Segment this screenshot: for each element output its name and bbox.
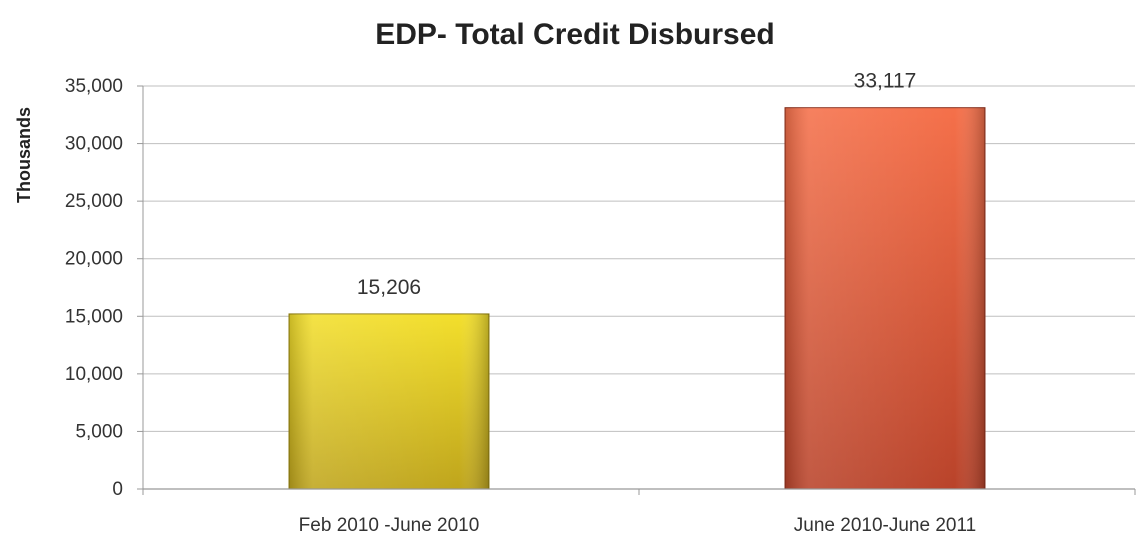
- data-label: 15,206: [357, 276, 421, 299]
- y-tick-label: 15,000: [65, 306, 123, 327]
- x-tick-label: June 2010-June 2011: [794, 515, 976, 536]
- y-axis-ticks: 0 5,000 10,000 15,000 20,000 25,000 30,000 35,0…: [65, 76, 144, 500]
- bar-shade-0: [289, 313, 489, 489]
- x-tick-label: Feb 2010 -June 2010: [299, 515, 480, 536]
- data-label: 33,117: [854, 70, 917, 93]
- y-axis-label: Thousands: [14, 107, 34, 203]
- y-tick-label: 0: [112, 479, 123, 500]
- y-tick-label: 30,000: [65, 134, 123, 155]
- bars: 15,206 33,117: [288, 70, 986, 490]
- y-tick-label: 5,000: [75, 421, 123, 442]
- bar-shade-1: [785, 107, 985, 489]
- y-tick-label: 10,000: [65, 364, 123, 385]
- y-tick-label: 25,000: [65, 191, 123, 212]
- chart-title: EDP- Total Credit Disbursed: [375, 18, 775, 51]
- x-axis: Feb 2010 -June 2010 June 2010-June 2011: [142, 488, 1136, 536]
- y-tick-label: 20,000: [65, 249, 123, 270]
- y-tick-label: 35,000: [65, 76, 123, 97]
